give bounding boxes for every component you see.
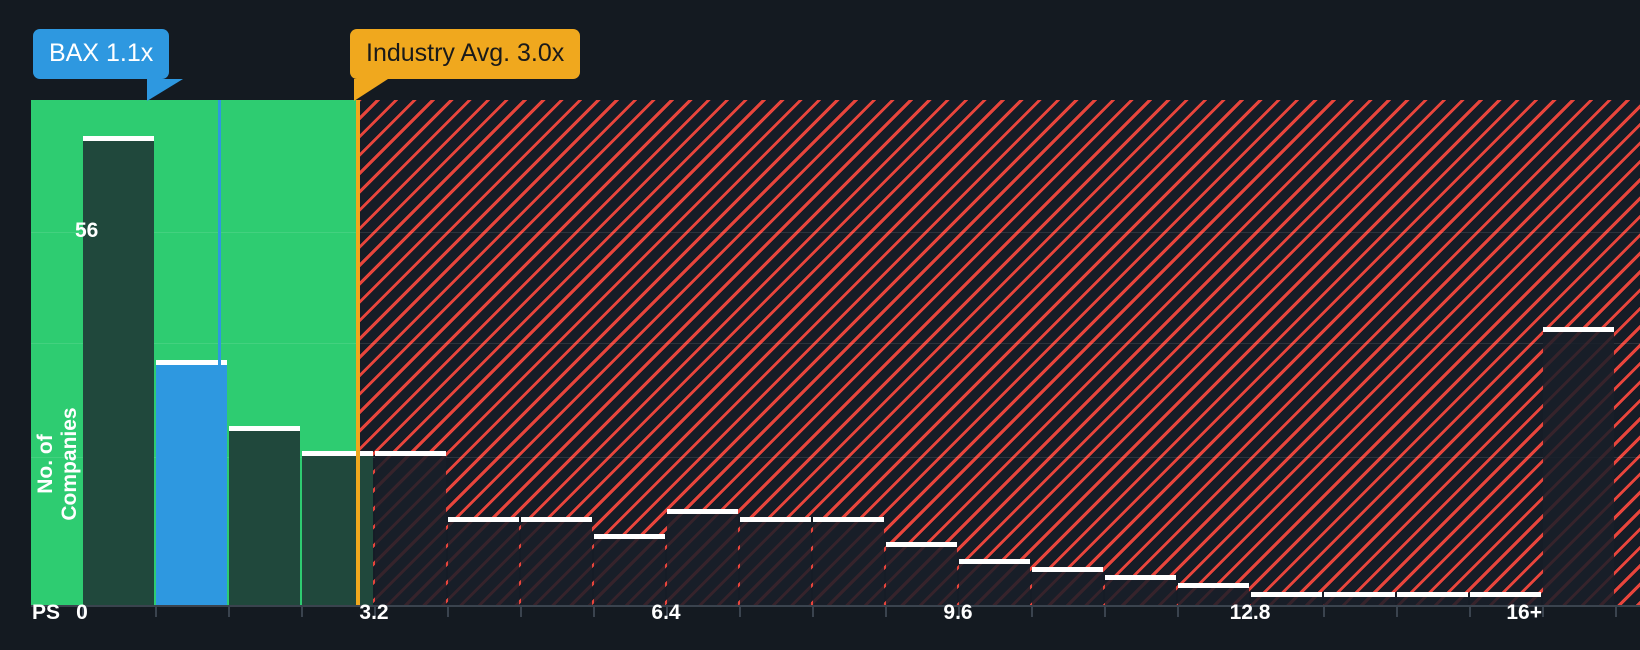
bar[interactable]: [740, 517, 811, 605]
bax-callout-tail: [147, 79, 183, 101]
x-axis-title: PS: [32, 601, 61, 624]
gridline: [31, 457, 1640, 458]
x-axis-tick-label: 12.8: [1229, 601, 1271, 624]
bar-cap: [740, 517, 811, 522]
bar-cap: [1032, 567, 1103, 572]
x-axis-tick: [1469, 605, 1471, 617]
x-axis-tick: [82, 605, 84, 617]
bar[interactable]: [1032, 567, 1103, 605]
x-axis-line: [31, 605, 1640, 607]
x-axis-tick: [1396, 605, 1398, 617]
industry-average-marker-line: [355, 100, 360, 605]
bar[interactable]: [1324, 592, 1395, 605]
x-axis-tick: [1250, 605, 1252, 617]
x-axis-tick-label: 16+: [1506, 601, 1542, 624]
x-axis-tick: [1542, 605, 1544, 617]
x-axis-tick-label: 9.6: [943, 601, 973, 624]
bar-cap: [813, 517, 884, 522]
bar-cap: [1397, 592, 1468, 597]
y-axis-label: No. of Companies: [34, 407, 81, 521]
bar[interactable]: [1470, 592, 1541, 605]
bar-cap: [156, 360, 227, 365]
overvalued-zone-hatched: [355, 100, 1640, 605]
bar[interactable]: [594, 534, 665, 605]
bar[interactable]: [229, 426, 300, 605]
bar[interactable]: [813, 517, 884, 605]
bar-cap: [886, 542, 957, 547]
bar-cap: [1543, 327, 1614, 332]
bar[interactable]: [1397, 592, 1468, 605]
x-axis-tick: [520, 605, 522, 617]
x-axis-tick: [593, 605, 595, 617]
bar[interactable]: [302, 451, 373, 605]
bar-cap: [229, 426, 300, 431]
x-axis-tick: [666, 605, 668, 617]
bar[interactable]: [886, 542, 957, 605]
bar-cap: [375, 451, 446, 456]
max-value-label: 56: [75, 219, 99, 242]
x-axis-tick: [155, 605, 157, 617]
bar-highlighted[interactable]: [156, 360, 227, 605]
bar[interactable]: [1105, 575, 1176, 605]
bar-cap: [667, 509, 738, 514]
bar-cap: [448, 517, 519, 522]
x-axis-tick: [447, 605, 449, 617]
bar[interactable]: [375, 451, 446, 605]
gridline: [31, 343, 1640, 344]
bar-cap: [1251, 592, 1322, 597]
bax-callout[interactable]: BAX 1.1x: [33, 29, 170, 79]
x-axis-tick: [228, 605, 230, 617]
x-axis-tick-label: 0: [76, 601, 88, 624]
x-axis-tick: [1104, 605, 1106, 617]
x-axis-tick: [885, 605, 887, 617]
bar[interactable]: [448, 517, 519, 605]
industry-average-callout-tail: [354, 79, 388, 101]
bar-cap: [521, 517, 592, 522]
x-axis-tick: [1031, 605, 1033, 617]
bar-cap: [594, 534, 665, 539]
bar[interactable]: [1178, 583, 1249, 605]
bar[interactable]: [1543, 327, 1614, 605]
x-axis-tick: [739, 605, 741, 617]
x-axis-tick: [301, 605, 303, 617]
bar[interactable]: [521, 517, 592, 605]
bar-cap: [959, 559, 1030, 564]
bax-marker-line: [217, 100, 221, 605]
industry-average-callout[interactable]: Industry Avg. 3.0x: [350, 29, 581, 79]
bar[interactable]: [1251, 592, 1322, 605]
gridline: [31, 232, 1640, 233]
bar-cap: [1178, 583, 1249, 588]
bar[interactable]: [667, 509, 738, 605]
bar-cap: [1470, 592, 1541, 597]
plot-area: 56 No. of Companies: [31, 100, 1640, 605]
x-axis-tick: [812, 605, 814, 617]
x-axis-tick: [374, 605, 376, 617]
bar-cap: [302, 451, 373, 456]
x-axis-tick: [1615, 605, 1617, 617]
bar-cap: [1105, 575, 1176, 580]
x-axis-tick: [958, 605, 960, 617]
bar[interactable]: [959, 559, 1030, 605]
bar-cap: [1324, 592, 1395, 597]
x-axis-tick-label: 3.2: [359, 601, 389, 624]
x-axis-tick: [1177, 605, 1179, 617]
x-axis-tick: [1323, 605, 1325, 617]
bar[interactable]: [83, 136, 154, 605]
bar-cap: [83, 136, 154, 141]
x-axis-tick-label: 6.4: [651, 601, 681, 624]
